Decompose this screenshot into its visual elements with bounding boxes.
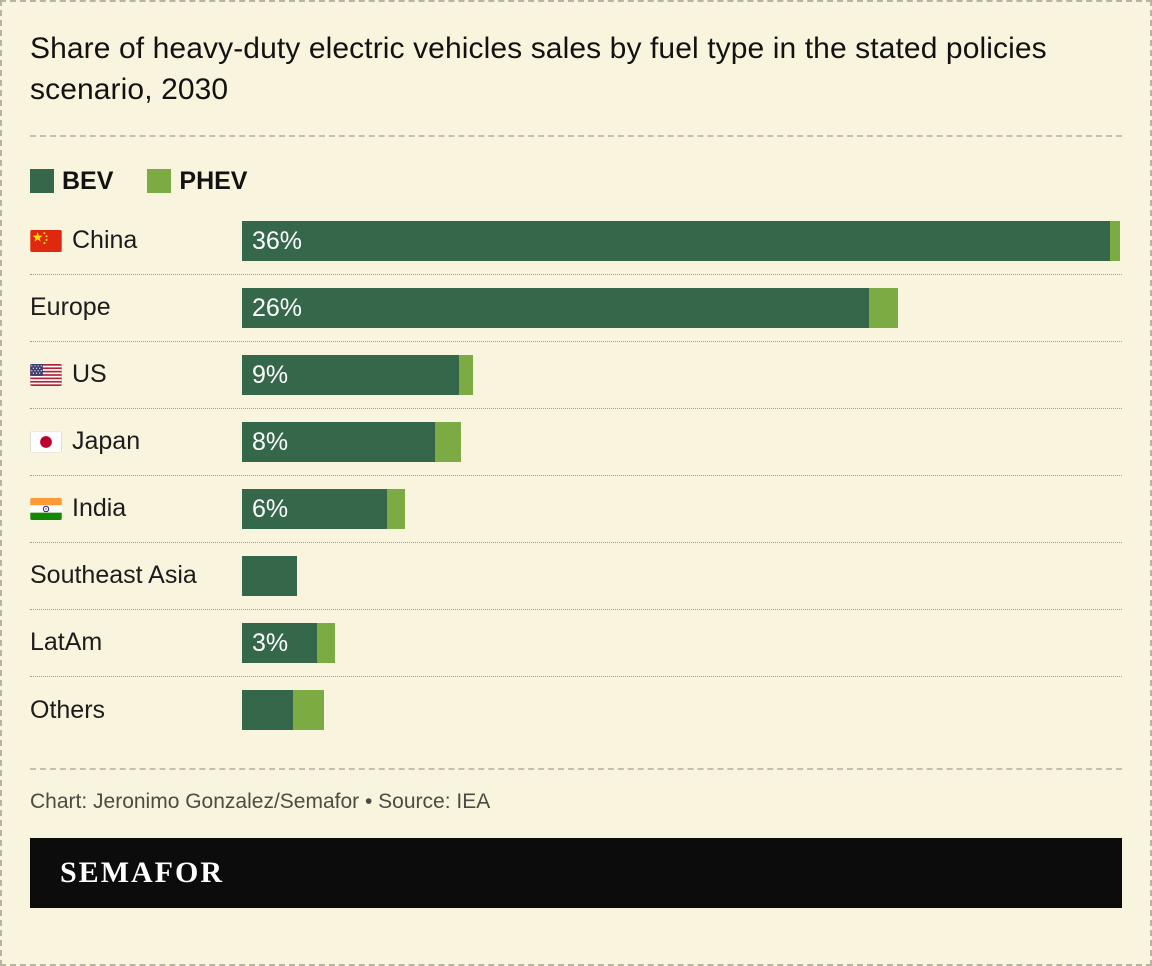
country-name: Others xyxy=(30,695,106,724)
country-name: India xyxy=(72,494,127,523)
row-label-europe: Europe xyxy=(30,293,242,322)
bar-value-label: 8% xyxy=(252,427,289,456)
bar-value-label: 26% xyxy=(252,293,303,322)
country-name: US xyxy=(72,360,107,389)
chart-row-china: China 36% xyxy=(30,208,1122,275)
country-name: Japan xyxy=(72,427,141,456)
legend-item-phev: PHEV xyxy=(147,166,248,196)
bev-bar-segment xyxy=(242,555,298,596)
row-label-latam: LatAm xyxy=(30,628,242,657)
chart-row-southeast-asia: Southeast Asia xyxy=(30,543,1122,610)
row-label-southeast-asia: Southeast Asia xyxy=(30,561,242,590)
divider-bottom xyxy=(30,767,1122,770)
legend-label-phev: PHEV xyxy=(179,166,248,195)
bev-swatch-icon xyxy=(30,169,54,194)
bar-value-label: 36% xyxy=(252,226,303,255)
phev-swatch-icon xyxy=(147,169,172,194)
country-name: Southeast Asia xyxy=(30,561,197,590)
chart-title: Share of heavy-duty electric vehicles sa… xyxy=(30,32,1047,107)
bar-value-label xyxy=(242,562,252,590)
bev-bar-segment: 9% xyxy=(242,354,459,395)
phev-bar-segment xyxy=(1109,220,1120,261)
phev-bar-segment xyxy=(386,488,405,529)
chart-row-india: India 6% xyxy=(30,476,1122,543)
chart-credit: Chart: Jeronimo Gonzalez/Semafor • Sourc… xyxy=(30,789,491,813)
row-label-us: US xyxy=(30,360,242,389)
chart-row-others: Others xyxy=(30,677,1122,744)
bar-value-label xyxy=(242,696,252,724)
phev-bar-segment xyxy=(868,287,898,328)
bar-track: 36% xyxy=(242,220,1122,261)
legend-label-bev: BEV xyxy=(62,166,114,195)
bar-track: 26% xyxy=(242,287,1122,328)
bev-bar-segment: 36% xyxy=(242,220,1110,261)
india-flag-icon xyxy=(30,497,62,520)
phev-bar-segment xyxy=(292,690,324,731)
row-label-others: Others xyxy=(30,696,242,725)
chart-row-japan: Japan 8% xyxy=(30,409,1122,476)
bev-bar-segment: 26% xyxy=(242,287,869,328)
chart-row-europe: Europe 26% xyxy=(30,275,1122,342)
legend: BEV PHEV xyxy=(30,167,1122,196)
bev-bar-segment: 8% xyxy=(242,421,435,462)
row-label-china: China xyxy=(30,226,242,255)
us-flag-icon xyxy=(30,363,62,386)
bar-track xyxy=(242,690,1122,731)
chart-row-latam: LatAm 3% xyxy=(30,610,1122,677)
phev-bar-segment xyxy=(316,622,335,663)
bar-track: 9% xyxy=(242,354,1122,395)
japan-flag-icon xyxy=(30,430,62,453)
row-label-india: India xyxy=(30,494,242,523)
country-name: LatAm xyxy=(30,628,103,657)
bar-rows: China 36% Europe 26% xyxy=(30,208,1122,744)
divider-top xyxy=(30,134,1122,137)
semafor-logo: SEMAFOR xyxy=(60,855,224,889)
brand-bar: SEMAFOR xyxy=(30,837,1122,908)
bar-value-label: 3% xyxy=(252,628,289,657)
row-label-japan: Japan xyxy=(30,427,242,456)
bar-value-label: 9% xyxy=(252,360,289,389)
country-name: Europe xyxy=(30,293,111,322)
china-flag-icon xyxy=(30,229,62,252)
legend-item-bev: BEV xyxy=(30,167,113,196)
bar-track xyxy=(242,555,1122,596)
bev-bar-segment xyxy=(242,690,293,731)
bar-track: 3% xyxy=(242,622,1122,663)
country-name: China xyxy=(72,226,138,255)
bev-bar-segment: 6% xyxy=(242,488,387,529)
bar-track: 6% xyxy=(242,488,1122,529)
bar-value-label: 6% xyxy=(252,494,289,523)
phev-bar-segment xyxy=(434,421,462,462)
bar-track: 8% xyxy=(242,421,1122,462)
chart-row-us: US 9% xyxy=(30,342,1122,409)
phev-bar-segment xyxy=(458,354,474,395)
bev-bar-segment: 3% xyxy=(242,622,317,663)
